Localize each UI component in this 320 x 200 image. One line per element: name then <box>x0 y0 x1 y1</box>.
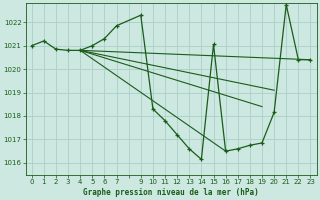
X-axis label: Graphe pression niveau de la mer (hPa): Graphe pression niveau de la mer (hPa) <box>83 188 259 197</box>
